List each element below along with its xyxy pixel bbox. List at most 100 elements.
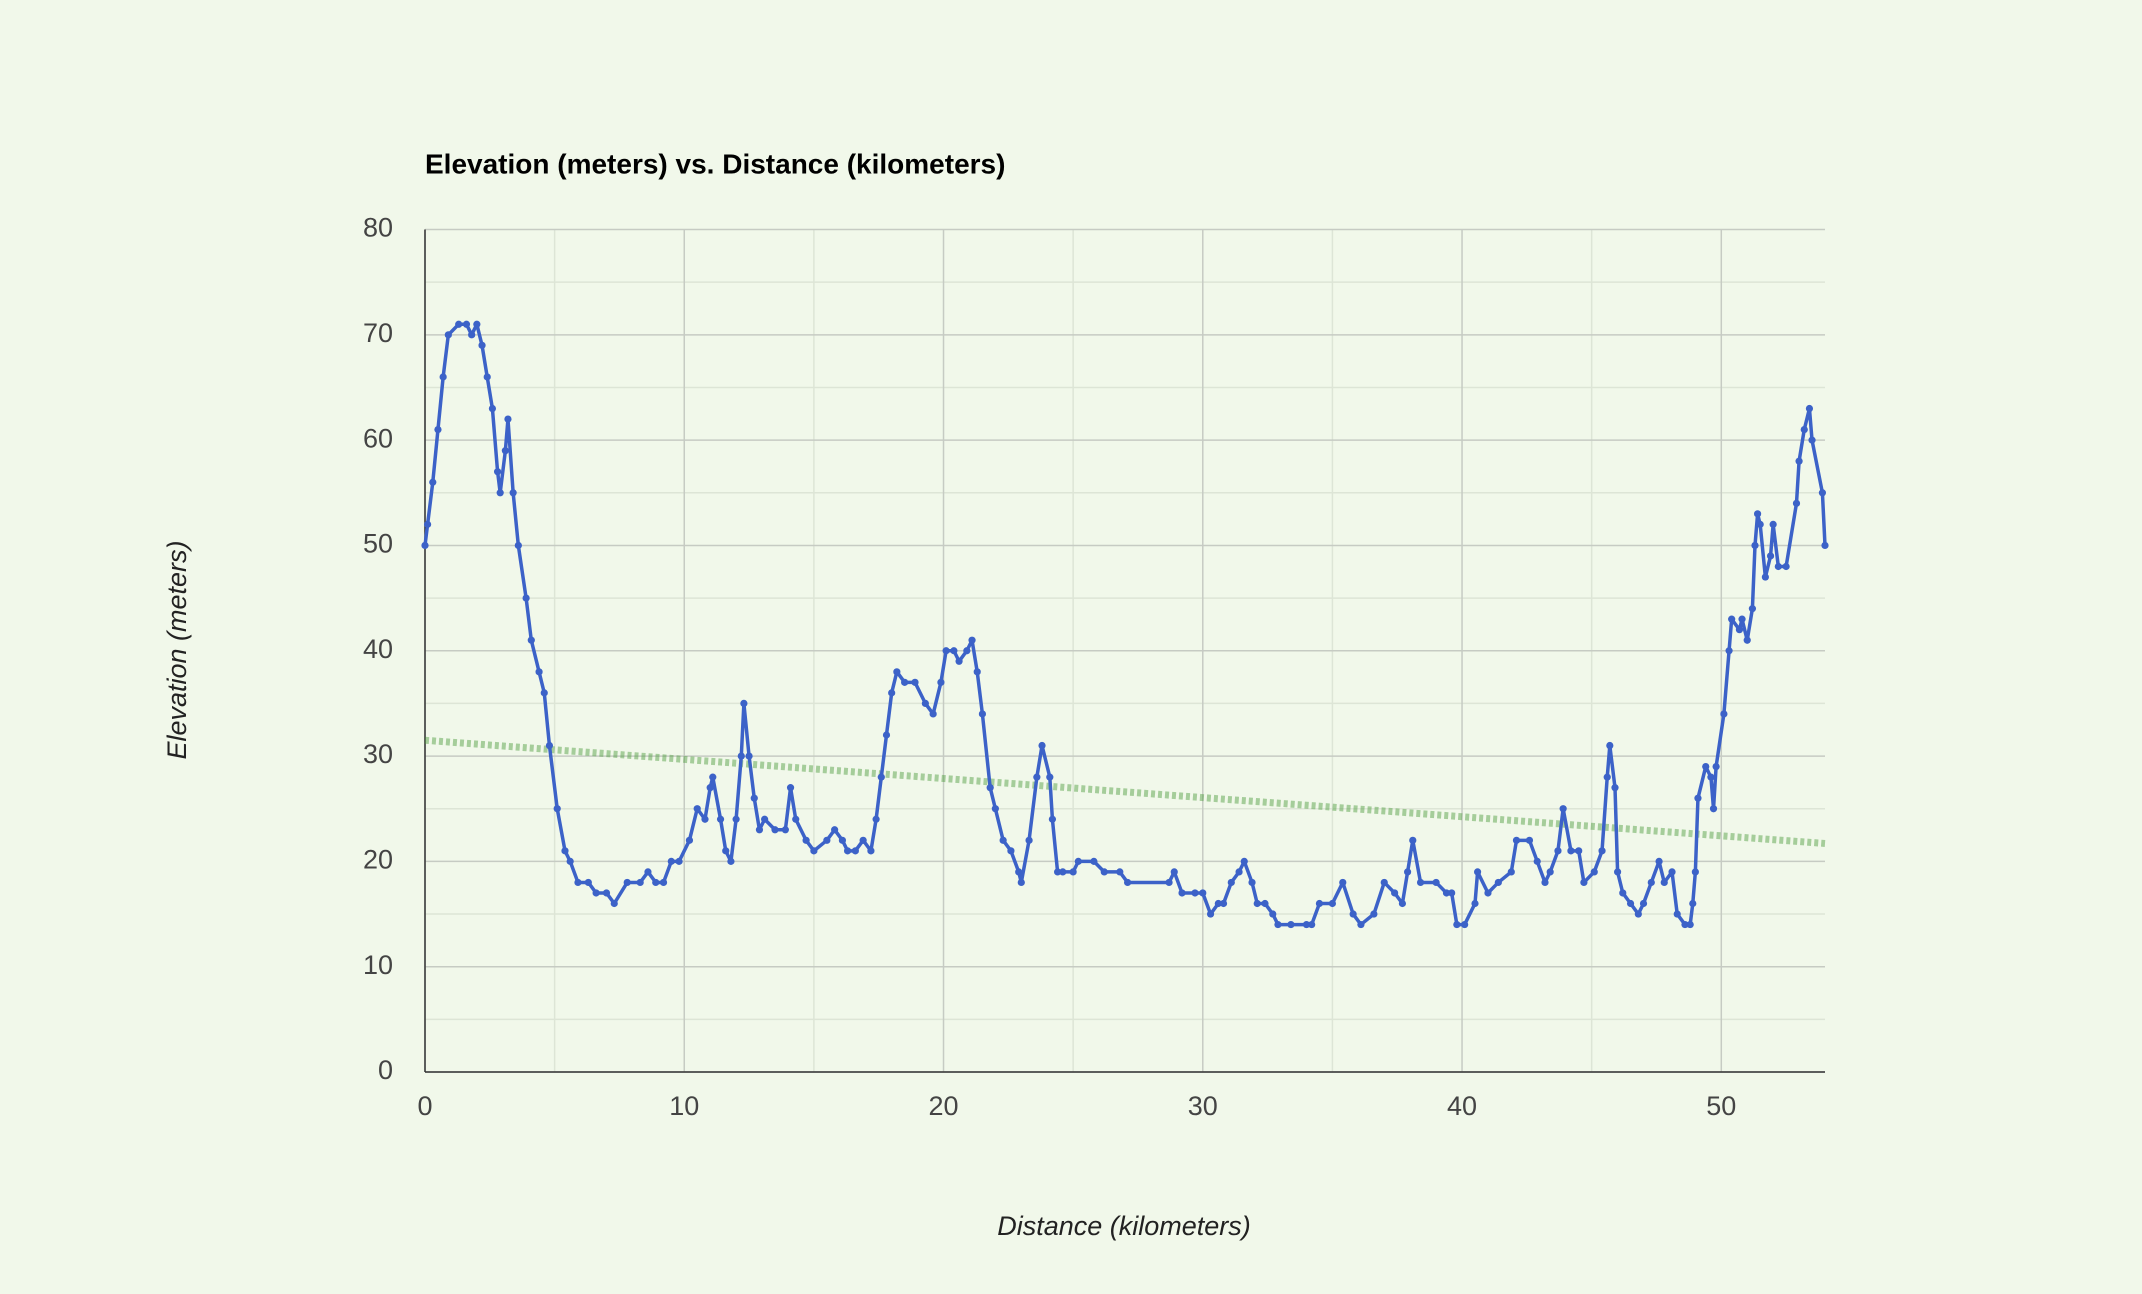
data-point — [1800, 425, 1808, 434]
x-axis-title: Distance (kilometers) — [997, 1211, 1251, 1241]
data-point — [1751, 541, 1759, 550]
data-point — [478, 341, 486, 349]
data-point — [483, 373, 491, 381]
data-point — [1795, 457, 1803, 465]
data-point — [535, 668, 543, 676]
data-point — [888, 689, 896, 697]
data-point — [509, 489, 517, 497]
data-point — [1403, 868, 1412, 876]
data-point — [1339, 878, 1347, 887]
data-point — [1219, 899, 1228, 908]
data-point — [1686, 920, 1694, 929]
data-point — [831, 826, 839, 834]
data-point — [553, 805, 561, 813]
data-point — [1660, 878, 1668, 887]
data-point — [1805, 404, 1814, 413]
data-point — [973, 668, 981, 676]
data-point — [1453, 920, 1461, 929]
data-point — [732, 815, 740, 823]
data-point — [1432, 878, 1440, 887]
data-point — [1398, 899, 1407, 908]
data-point — [1302, 920, 1311, 929]
data-point — [722, 847, 730, 855]
data-point — [496, 489, 504, 497]
data-point — [1473, 868, 1482, 876]
data-point — [423, 520, 432, 528]
data-point — [1647, 878, 1655, 887]
data-point — [1448, 889, 1456, 897]
data-point — [522, 594, 530, 602]
data-point — [1655, 857, 1663, 865]
y-tick-label: 40 — [363, 634, 393, 664]
data-point — [488, 404, 497, 413]
data-point — [1409, 836, 1417, 844]
data-point — [1725, 647, 1733, 655]
data-point — [737, 752, 745, 760]
data-point — [1580, 878, 1588, 887]
data-point — [745, 752, 753, 760]
data-point — [1712, 762, 1720, 771]
data-point — [950, 647, 958, 655]
data-point — [999, 836, 1007, 844]
data-point — [792, 815, 800, 823]
data-point — [1735, 626, 1744, 634]
data-point — [781, 826, 789, 834]
data-point — [434, 425, 442, 434]
data-point — [468, 331, 476, 339]
data-point — [1235, 868, 1243, 876]
data-point — [1274, 920, 1282, 929]
data-point — [991, 805, 999, 813]
data-point — [1178, 889, 1186, 897]
data-point — [859, 836, 867, 844]
data-point — [1074, 857, 1082, 865]
data-point — [1525, 836, 1534, 844]
data-point — [1728, 615, 1736, 623]
data-point — [1756, 520, 1764, 528]
y-tick-label: 10 — [363, 950, 393, 980]
data-point — [1554, 847, 1562, 855]
data-point — [421, 541, 429, 550]
data-point — [527, 636, 535, 644]
data-point — [823, 836, 831, 844]
data-point — [1821, 541, 1829, 550]
data-point — [1639, 899, 1648, 908]
data-point — [1214, 899, 1222, 908]
data-point — [1007, 847, 1015, 855]
data-point — [851, 847, 859, 855]
data-point — [514, 541, 522, 550]
data-point — [1461, 920, 1469, 929]
data-point — [1603, 773, 1611, 781]
data-point — [501, 447, 509, 455]
data-point — [1261, 899, 1269, 908]
data-point — [1792, 499, 1801, 507]
data-point — [1559, 805, 1567, 813]
data-point — [1761, 573, 1769, 581]
data-point — [1575, 847, 1583, 855]
data-point — [986, 784, 994, 792]
data-point — [1691, 868, 1699, 876]
data-point — [610, 899, 618, 908]
data-point — [1590, 868, 1598, 876]
data-point — [584, 878, 592, 887]
data-point — [667, 857, 675, 865]
data-point — [1025, 836, 1033, 844]
data-point — [429, 478, 437, 486]
data-point — [1606, 741, 1614, 750]
data-point — [636, 878, 644, 887]
data-point — [978, 710, 987, 718]
data-point — [545, 741, 554, 750]
data-point — [1673, 910, 1681, 918]
data-point — [963, 647, 971, 655]
x-tick-label: 0 — [417, 1091, 432, 1121]
data-point — [1619, 889, 1627, 897]
data-point — [1709, 805, 1718, 813]
x-tick-label: 30 — [1188, 1091, 1218, 1121]
data-point — [1165, 878, 1173, 887]
data-point — [1541, 878, 1549, 887]
data-point — [1033, 773, 1041, 781]
data-point — [937, 678, 945, 686]
data-point — [1818, 489, 1827, 497]
data-point — [1116, 868, 1124, 876]
